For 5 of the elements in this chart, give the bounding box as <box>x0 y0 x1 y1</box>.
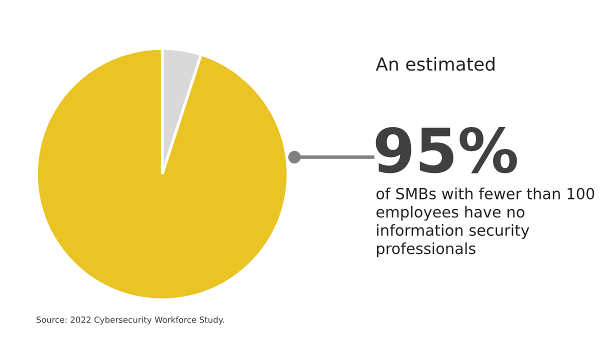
text: An estimated <box>376 56 494 71</box>
pie-slice <box>35 46 290 302</box>
text: of SMBs with fewer than 100 employees have no information security professionals <box>376 188 594 258</box>
text: 95% <box>376 126 517 174</box>
source-note: Source: 2022 Cybersecurity Workforce Study. <box>36 316 224 324</box>
